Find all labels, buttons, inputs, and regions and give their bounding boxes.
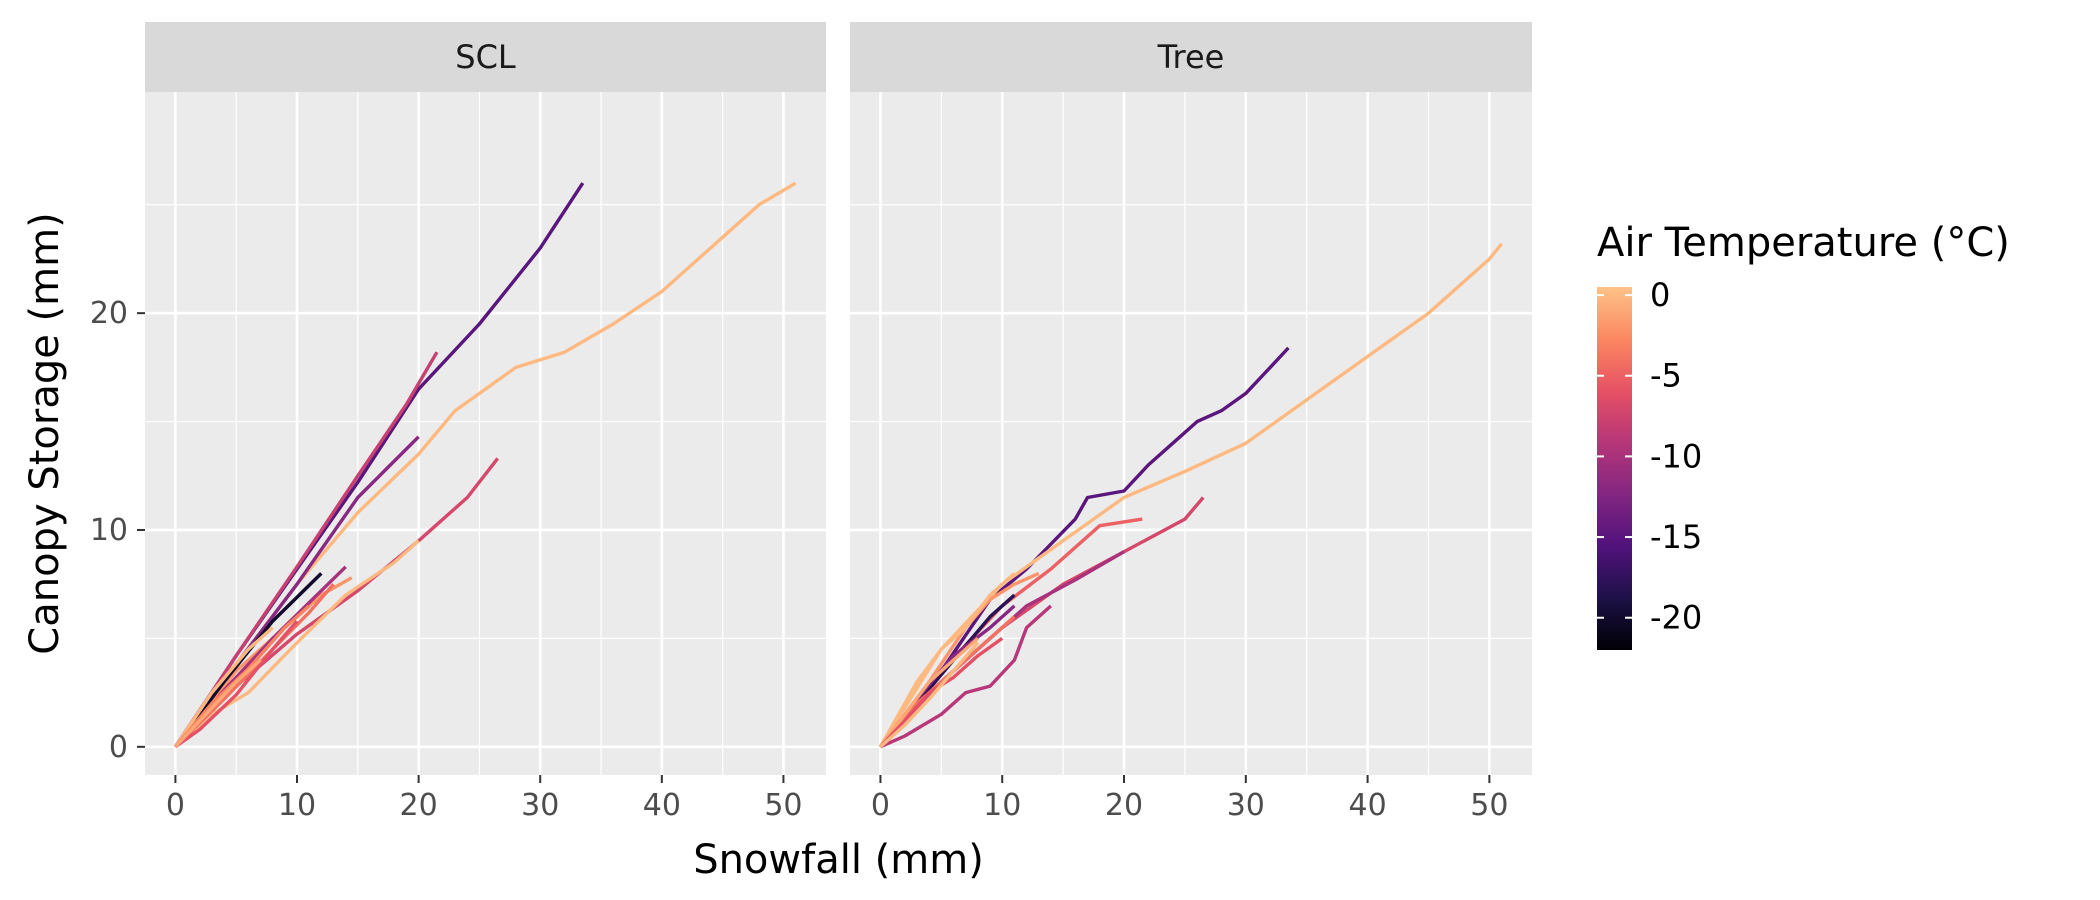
legend-ticks: 0 -5 -10 -15 -20 [1597, 276, 1702, 637]
facet-strip [145, 22, 826, 92]
y-tick-label: 10 [90, 513, 128, 548]
x-tick-label: 0 [166, 788, 185, 823]
legend-colorbar [1597, 287, 1632, 650]
x-tick-label: 20 [400, 788, 438, 823]
series-line [173, 351, 439, 748]
x-tick-label: 10 [983, 788, 1021, 823]
legend-tick-label: -20 [1650, 599, 1702, 637]
series-line [878, 572, 1016, 748]
legend-tick-label: -5 [1650, 357, 1682, 395]
x-tick-label: 20 [1105, 788, 1143, 823]
x-tick-label: 40 [643, 788, 681, 823]
series-line [879, 641, 980, 749]
series-line [879, 604, 1053, 749]
series-line [174, 658, 262, 748]
legend-tick-label: -10 [1650, 437, 1702, 475]
series-line [173, 626, 274, 748]
x-axis-title: Snowfall (mm) [693, 837, 984, 883]
facet-strip-label: SCL [455, 38, 516, 76]
x-tick-label: 10 [278, 788, 316, 823]
x-tick-label: 50 [764, 788, 802, 823]
facet-panel-scl: SCL 0 10 20 30 40 50 [145, 22, 826, 823]
facet-panel-tree: Tree 0 10 20 30 40 50 [850, 22, 1532, 823]
y-axis-title: Canopy Storage (mm) [22, 212, 68, 654]
x-tick-label: 30 [521, 788, 559, 823]
legend-tick-label: -15 [1650, 518, 1702, 556]
color-legend: Air Temperature (°C) 0 -5 -10 -15 -20 [1597, 220, 2010, 650]
legend-title: Air Temperature (°C) [1597, 220, 2010, 266]
series-line [879, 637, 980, 748]
x-tick-label: 0 [871, 788, 890, 823]
x-tick-label: 50 [1470, 788, 1508, 823]
facet-strip-label: Tree [1157, 38, 1225, 76]
x-tick-label: 30 [1227, 788, 1265, 823]
series-line [174, 619, 299, 749]
legend-tick-label: 0 [1650, 276, 1670, 314]
facet-strip [850, 22, 1532, 92]
series-line [174, 539, 420, 749]
y-tick-label: 0 [109, 730, 128, 765]
x-tick-label: 40 [1348, 788, 1386, 823]
series-lines [173, 181, 797, 749]
shared-axes: Snowfall (mm) Canopy Storage (mm) 0 10 20 [22, 212, 984, 883]
facet-panels: SCL 0 10 20 30 40 50 Tree 0 10 20 30 40 50 [145, 22, 1532, 823]
y-tick-label: 20 [90, 296, 128, 331]
gridlines [850, 92, 1532, 775]
series-lines [878, 242, 1503, 749]
